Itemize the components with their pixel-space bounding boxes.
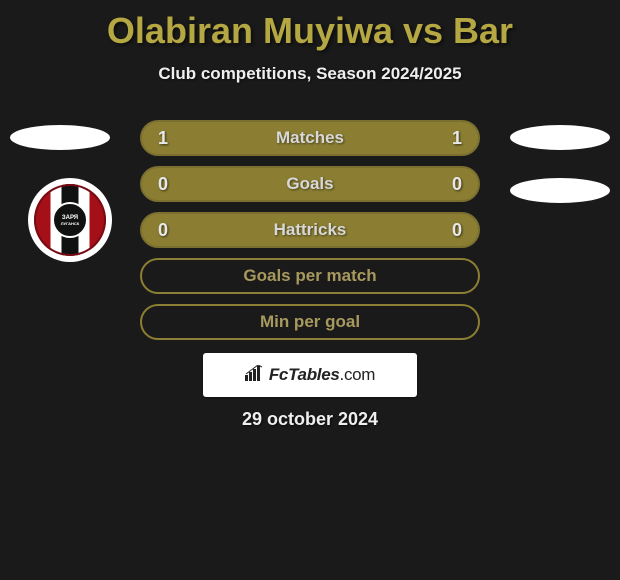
stat-label: Matches [276,128,344,148]
player-left-oval-1 [10,125,110,150]
stat-label: Min per goal [260,312,360,332]
stat-row-hattricks: 0 Hattricks 0 [140,212,480,248]
club-badge-stripes: ЗАРЯ ЛУГАНСК [34,184,106,256]
stat-row-goals: 0 Goals 0 [140,166,480,202]
player-right-oval-2 [510,178,610,203]
stat-left-value: 1 [158,128,168,149]
player-right-oval-1 [510,125,610,150]
stat-left-value: 0 [158,220,168,241]
stat-right-value: 0 [452,174,462,195]
stat-row-goals-per-match: Goals per match [140,258,480,294]
fctables-logo-text: FcTables.com [245,365,375,386]
club-badge-text-top: ЗАРЯ [61,215,79,221]
fctables-logo[interactable]: FcTables.com [203,353,417,397]
stat-right-value: 0 [452,220,462,241]
club-badge-left: ЗАРЯ ЛУГАНСК [28,178,112,262]
stat-row-matches: 1 Matches 1 [140,120,480,156]
date-line: 29 october 2024 [0,409,620,430]
brand-name: FcTables [269,365,340,384]
stat-label: Goals [286,174,333,194]
stat-row-min-per-goal: Min per goal [140,304,480,340]
stat-label: Hattricks [274,220,347,240]
club-badge-text-bottom: ЛУГАНСК [61,222,79,226]
page-title: Olabiran Muyiwa vs Bar [0,0,620,52]
club-badge-center: ЗАРЯ ЛУГАНСК [52,202,88,238]
comparison-card: Olabiran Muyiwa vs Bar Club competitions… [0,0,620,580]
chart-icon [245,365,265,386]
stat-left-value: 0 [158,174,168,195]
brand-suffix: .com [340,365,376,384]
stats-bars: 1 Matches 1 0 Goals 0 0 Hattricks 0 Goal… [140,120,480,350]
stat-label: Goals per match [243,266,376,286]
page-subtitle: Club competitions, Season 2024/2025 [0,64,620,84]
stat-right-value: 1 [452,128,462,149]
